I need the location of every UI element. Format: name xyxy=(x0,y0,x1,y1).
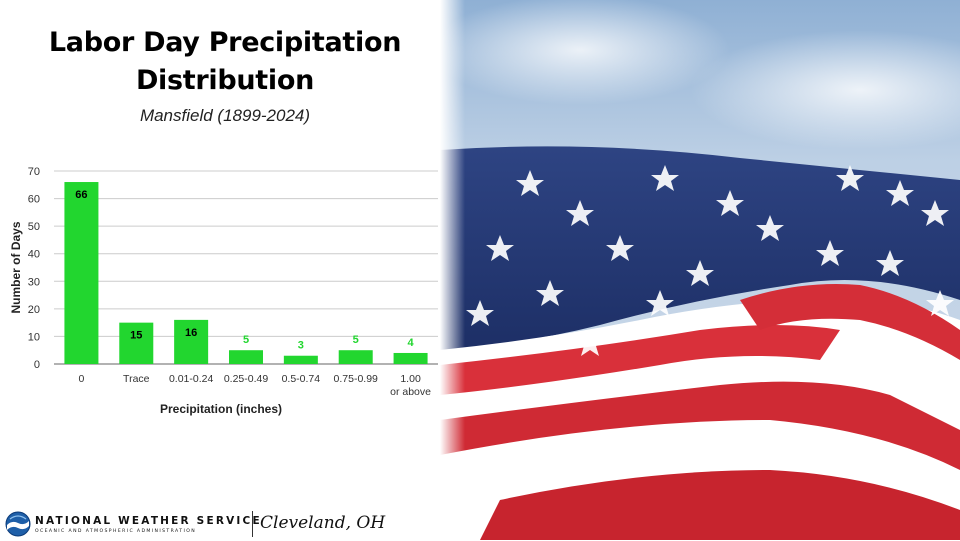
x-tick-label: 0.5-0.74 xyxy=(282,373,321,385)
bar xyxy=(393,352,428,364)
x-tick-label: 0.25-0.49 xyxy=(224,373,269,385)
y-tick-label: 10 xyxy=(28,331,40,343)
org-subtitle: OCEANIC AND ATMOSPHERIC ADMINISTRATION xyxy=(35,529,197,534)
data-label: 5 xyxy=(353,334,359,346)
y-tick-label: 50 xyxy=(28,221,40,233)
org-name: NATIONAL WEATHER SERVICE xyxy=(35,515,262,527)
office-name: Cleveland, OH xyxy=(260,513,386,533)
bar xyxy=(338,350,373,364)
x-axis-ticks: 0 Trace 0.01-0.24 0.25-0.49 0.5-0.74 0.75-0.9… xyxy=(79,373,432,398)
y-tick-label: 60 xyxy=(28,194,40,206)
x-axis-label: Precipitation (inches) xyxy=(160,402,282,416)
bar xyxy=(119,322,154,364)
bar xyxy=(283,355,318,364)
y-tick-label: 70 xyxy=(28,166,40,178)
y-axis-ticks: 0 10 20 30 40 50 60 70 xyxy=(28,166,40,371)
x-tick-label: 1.00 or above xyxy=(390,373,431,398)
footer-divider xyxy=(252,511,253,537)
data-label: 15 xyxy=(130,330,142,342)
bar xyxy=(64,182,99,364)
gridlines xyxy=(54,170,438,365)
data-label: 4 xyxy=(408,337,415,349)
x-tick-label: Trace xyxy=(123,373,150,385)
bar xyxy=(174,319,209,364)
bars: 66 15 16 5 3 5 4 xyxy=(64,182,428,364)
bar xyxy=(229,350,263,364)
data-label: 16 xyxy=(185,327,197,339)
y-tick-label: 0 xyxy=(34,359,40,371)
american-flag-image xyxy=(440,0,960,540)
x-tick-label: 0 xyxy=(79,373,85,385)
data-label: 3 xyxy=(298,340,304,352)
noaa-logo-icon xyxy=(5,511,31,537)
x-tick-label: 0.75-0.99 xyxy=(334,373,379,385)
footer: NATIONAL WEATHER SERVICE OCEANIC AND ATM… xyxy=(0,505,450,541)
chart-panel: Labor Day Precipitation Distribution Man… xyxy=(0,0,450,540)
y-tick-label: 20 xyxy=(28,304,40,316)
bar-chart: 0 10 20 30 40 50 60 70 66 15 16 5 3 5 4 0 Trace 0.01-0.… xyxy=(9,166,438,416)
y-tick-label: 40 xyxy=(28,249,40,261)
data-label: 66 xyxy=(75,189,87,201)
data-label: 5 xyxy=(243,334,249,346)
title-line-2: Distribution xyxy=(135,65,315,96)
x-tick-label: 0.01-0.24 xyxy=(169,373,214,385)
y-axis-label: Number of Days xyxy=(9,221,23,313)
page-subtitle: Mansfield (1899-2024) xyxy=(139,106,311,125)
y-tick-label: 30 xyxy=(28,276,40,288)
page-title: Labor Day Precipitation Distribution xyxy=(0,24,450,100)
title-line-1: Labor Day Precipitation xyxy=(48,27,402,58)
